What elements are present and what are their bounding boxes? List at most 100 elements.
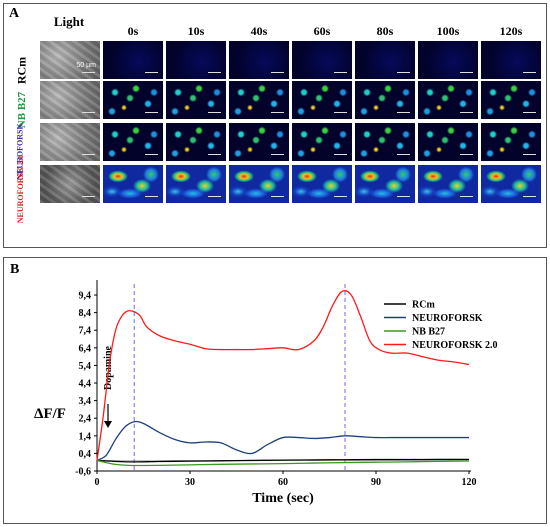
- scale-bar: [397, 72, 410, 73]
- micrograph-r2-c7: [417, 80, 479, 120]
- row-label-neuroforsk-2: NEUROFORSK 2.0: [16, 154, 25, 224]
- scale-bar: [145, 196, 158, 197]
- column-header-light: Light: [53, 14, 85, 29]
- scale-bar: [271, 154, 284, 155]
- series-line-nb-b27: [96, 459, 470, 467]
- scale-bar: [523, 196, 536, 197]
- scale-bar: [460, 196, 473, 197]
- y-tick-label: 2,4: [79, 414, 92, 425]
- micrograph-r3-c3: [165, 122, 227, 162]
- micrograph-r2-c2: [102, 80, 164, 120]
- y-axis-label: ΔF/F: [34, 406, 66, 422]
- micrograph-r1-c5: [291, 40, 353, 80]
- scale-bar: [334, 154, 347, 155]
- x-tick-label: 0: [95, 477, 100, 488]
- micrograph-r1-c2: [102, 40, 164, 80]
- column-header-60s: 60s: [313, 24, 331, 38]
- micrograph-r4-c1: [39, 164, 101, 204]
- x-tick-label: 120: [462, 477, 477, 488]
- scale-bar: [523, 112, 536, 113]
- column-header-10s: 10s: [187, 24, 205, 38]
- scale-bar: [523, 154, 536, 155]
- y-tick-label: 4,4: [79, 379, 92, 390]
- micrograph-r3-c5: [291, 122, 353, 162]
- scale-bar: [397, 112, 410, 113]
- micrograph-r3-c7: [417, 122, 479, 162]
- scale-bar: [271, 196, 284, 197]
- y-tick-label: 5,4: [79, 361, 92, 372]
- micrograph-r4-c6: [354, 164, 416, 204]
- panel-a-label: A: [9, 6, 20, 21]
- micrograph-r4-c4: [228, 164, 290, 204]
- x-tick-label: 60: [278, 477, 288, 488]
- x-axis-label: Time (sec): [252, 491, 314, 506]
- scale-bar: [145, 72, 158, 73]
- y-tick-label: 9,4: [79, 291, 92, 302]
- micrograph-r2-c5: [291, 80, 353, 120]
- scale-bar: [145, 112, 158, 113]
- legend-entry: NEUROFORSK: [412, 313, 483, 324]
- scale-bar: [397, 196, 410, 197]
- scale-bar: [523, 72, 536, 73]
- micrograph-r3-c4: [228, 122, 290, 162]
- y-tick-label: 3,4: [79, 396, 92, 407]
- micrograph-r4-c7: [417, 164, 479, 204]
- micrograph-r1-c6: [354, 40, 416, 80]
- column-header-0s: 0s: [127, 24, 139, 38]
- line-chart: -0,6 0,4 1,4 2,4 3,4 4,4 5,4 6,4 7,4 8,4 9,4 0 30 60 9…: [34, 280, 498, 506]
- column-header-100s: 100s: [436, 24, 460, 38]
- y-tick-label: -0,6: [75, 467, 91, 478]
- scale-bar: [82, 112, 95, 113]
- column-header-40s: 40s: [250, 24, 268, 38]
- scale-bar: [334, 72, 347, 73]
- scale-bar: [271, 72, 284, 73]
- micrograph-r2-c8: [480, 80, 542, 120]
- scale-bar: [145, 154, 158, 155]
- micrograph-r4-c2: [102, 164, 164, 204]
- scale-bar: [460, 154, 473, 155]
- micrograph-r2-c6: [354, 80, 416, 120]
- scale-bar: [460, 72, 473, 73]
- micrograph-r4-c3: [165, 164, 227, 204]
- micrograph-r3-c8: [480, 122, 542, 162]
- scale-bar: [208, 72, 221, 73]
- micrograph-r1-c4: [228, 40, 290, 80]
- micrograph-r3-c2: [102, 122, 164, 162]
- x-tick-label: 30: [185, 477, 195, 488]
- scale-bar: [460, 112, 473, 113]
- micrograph-r3-c6: [354, 122, 416, 162]
- micrograph-r1-c1: 50 µm: [39, 40, 101, 80]
- y-tick-label: 8,4: [79, 308, 92, 319]
- micrograph-r2-c4: [228, 80, 290, 120]
- scale-bar: [82, 72, 95, 73]
- scale-bar: [208, 112, 221, 113]
- micrograph-r1-c8: [480, 40, 542, 80]
- micrograph-r2-c3: [165, 80, 227, 120]
- series-line-rcm: [96, 458, 470, 463]
- scale-bar: [208, 196, 221, 197]
- x-tick-label: 90: [371, 477, 381, 488]
- dopamine-arrow-head: [104, 421, 112, 428]
- series-line-neuroforsk: [96, 420, 469, 462]
- scale-bar: [397, 154, 410, 155]
- series-line-neuroforsk-2-0: [96, 290, 470, 461]
- scale-bar: [334, 196, 347, 197]
- column-header-80s: 80s: [376, 24, 394, 38]
- legend-entry: NB B27: [412, 327, 445, 338]
- scale-label: 50 µm: [76, 62, 96, 69]
- micrograph-r1-c3: [165, 40, 227, 80]
- legend-entry: NEUROFORSK 2.0: [412, 340, 498, 351]
- y-tick-label: 0,4: [79, 449, 92, 460]
- scale-bar: [271, 112, 284, 113]
- panel-a: A Light 0s 10s 40s 60s 80s 100s 120s RCm…: [3, 3, 547, 248]
- micrograph-r4-c8: [480, 164, 542, 204]
- panel-b: B -0,6 0,4 1,4 2,4 3,4 4,4 5,4 6,4 7,4 8,4 9,4 0 30 6…: [3, 257, 547, 524]
- micrograph-r3-c1: [39, 122, 101, 162]
- scale-bar: [82, 196, 95, 197]
- scale-bar: [82, 154, 95, 155]
- y-tick-label: 7,4: [79, 326, 92, 337]
- column-header-120s: 120s: [499, 24, 523, 38]
- y-tick-label: 6,4: [79, 343, 92, 354]
- micrograph-r1-c7: [417, 40, 479, 80]
- legend-entry: RCm: [412, 300, 435, 311]
